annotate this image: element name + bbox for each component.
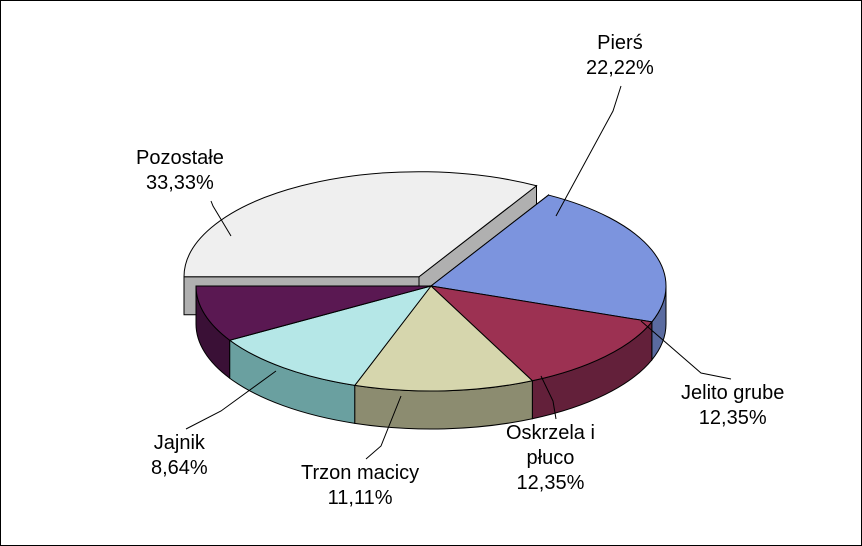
- label-trzon-name: Trzon macicy: [301, 461, 419, 486]
- label-trzon: Trzon macicy 11,11%: [301, 461, 419, 511]
- label-jajnik-name: Jajnik: [151, 431, 208, 456]
- label-piers: Pierś 22,22%: [586, 31, 654, 81]
- label-pozostale-name: Pozostałe: [136, 146, 224, 171]
- label-trzon-value: 11,11%: [301, 486, 419, 511]
- label-jelito-value: 12,35%: [681, 406, 784, 431]
- label-jajnik-value: 8,64%: [151, 456, 208, 481]
- label-jelito-name: Jelito grube: [681, 381, 784, 406]
- pie-chart: [1, 1, 861, 545]
- label-piers-name: Pierś: [586, 31, 654, 56]
- label-pozostale: Pozostałe 33,33%: [136, 146, 224, 196]
- label-oskrzela: Oskrzela i płuco 12,35%: [506, 421, 595, 496]
- label-pozostale-value: 33,33%: [136, 171, 224, 196]
- label-oskrzela-name2: płuco: [506, 446, 595, 471]
- label-oskrzela-value: 12,35%: [506, 471, 595, 496]
- label-jelito: Jelito grube 12,35%: [681, 381, 784, 431]
- label-piers-value: 22,22%: [586, 56, 654, 81]
- label-oskrzela-name1: Oskrzela i: [506, 421, 595, 446]
- chart-frame: Pierś 22,22% Jelito grube 12,35% Oskrzel…: [0, 0, 862, 546]
- label-jajnik: Jajnik 8,64%: [151, 431, 208, 481]
